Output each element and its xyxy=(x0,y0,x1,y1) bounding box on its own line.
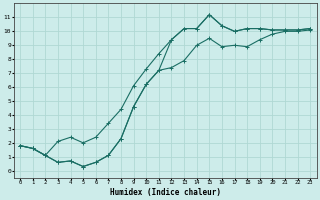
X-axis label: Humidex (Indice chaleur): Humidex (Indice chaleur) xyxy=(110,188,220,197)
